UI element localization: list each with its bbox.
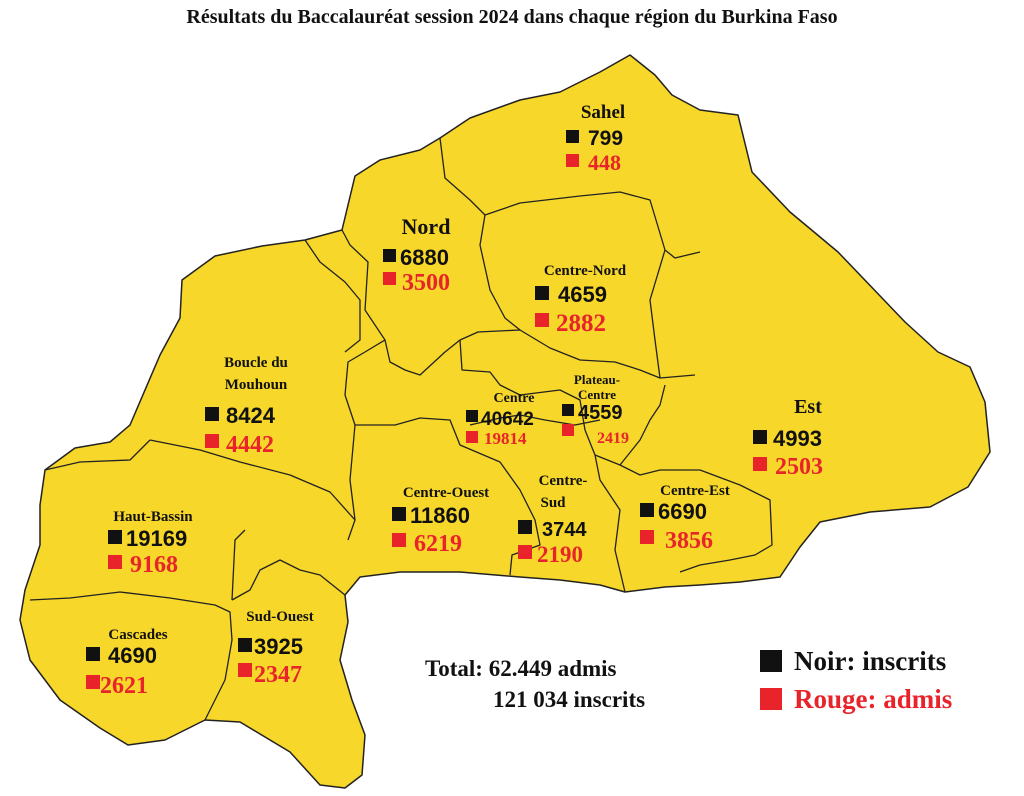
- inscrits-marker: [518, 520, 532, 534]
- inscrits-marker: [566, 130, 579, 143]
- region-sahel: Sahel 799 448: [566, 102, 625, 175]
- totals-summary: Total: 62.449 admis 121 034 inscrits: [425, 653, 645, 715]
- region-cascades: Cascades 4690 2621: [86, 627, 168, 699]
- admis-marker: [108, 555, 122, 569]
- region-name-line1: Plateau-: [574, 372, 620, 387]
- inscrits-marker: [383, 249, 396, 262]
- inscrits-marker: [640, 503, 654, 517]
- region-name: Centre-Ouest: [403, 485, 489, 501]
- admis-count: 4442: [226, 432, 274, 458]
- admis-count: 2621: [100, 673, 148, 699]
- region-name: Est: [794, 396, 822, 418]
- region-name: Cascades: [108, 627, 167, 643]
- admis-count: 2503: [775, 454, 823, 480]
- inscrits-count: 19169: [126, 526, 187, 551]
- inscrits-count: 4559: [578, 402, 623, 424]
- inscrits-count: 4659: [558, 282, 607, 307]
- legend-swatch-red: [760, 688, 782, 710]
- admis-count: 2882: [556, 310, 606, 337]
- admis-count: 2347: [254, 662, 302, 688]
- inscrits-count: 40642: [481, 409, 534, 430]
- region-nord: Nord 6880 3500: [383, 214, 450, 296]
- legend: Noir: inscrits Rouge: admis: [760, 642, 952, 718]
- inscrits-count: 8424: [226, 403, 276, 428]
- admis-marker: [753, 457, 767, 471]
- legend-label-admis: Rouge: admis: [794, 684, 953, 714]
- region-centre-ouest: Centre-Ouest 11860 6219: [392, 485, 489, 557]
- admis-marker: [392, 533, 406, 547]
- admis-count: 19814: [484, 429, 527, 448]
- admis-count: 9168: [130, 552, 178, 578]
- region-centre-sud: Centre- Sud 3744 2190: [518, 473, 587, 567]
- region-est: Est 4993 2503: [753, 396, 823, 480]
- admis-count: 3500: [402, 270, 450, 296]
- region-name: Sahel: [581, 102, 625, 123]
- total-admis: Total: 62.449 admis: [425, 656, 617, 681]
- inscrits-marker: [238, 638, 252, 652]
- admis-count: 2419: [597, 430, 629, 447]
- inscrits-count: 4993: [773, 426, 822, 451]
- inscrits-marker: [466, 410, 478, 422]
- legend-swatch-black: [760, 650, 782, 672]
- admis-marker: [518, 545, 532, 559]
- region-name: Nord: [402, 214, 451, 239]
- admis-count: 448: [588, 150, 621, 175]
- admis-marker: [562, 424, 574, 436]
- inscrits-marker: [392, 507, 406, 521]
- region-name-line2: Centre: [578, 387, 616, 402]
- region-name: Sud-Ouest: [246, 609, 314, 625]
- region-name: Centre-Nord: [544, 263, 627, 279]
- region-name-line2: Mouhoun: [225, 377, 288, 393]
- region-centre-est: Centre-Est 6690 3856: [640, 483, 730, 554]
- legend-item-admis: Rouge: admis: [760, 680, 952, 718]
- inscrits-count: 11860: [410, 503, 470, 528]
- region-centre-nord: Centre-Nord 4659 2882: [535, 263, 627, 337]
- region-haut-bassin: Haut-Bassin 19169 9168: [108, 509, 193, 578]
- region-centre: Centre 40642 19814: [466, 391, 534, 448]
- region-boucle-du-mouhoun: Boucle du Mouhoun 8424 4442: [205, 355, 288, 458]
- admis-marker: [566, 154, 579, 167]
- inscrits-marker: [535, 286, 549, 300]
- region-name-line2: Sud: [540, 495, 566, 511]
- admis-count: 2190: [537, 542, 583, 567]
- admis-count: 6219: [414, 531, 462, 557]
- map-title: Résultats du Baccalauréat session 2024 d…: [186, 6, 838, 28]
- region-name: Centre: [494, 391, 535, 406]
- inscrits-count: 799: [588, 127, 623, 150]
- inscrits-marker: [753, 430, 767, 444]
- inscrits-count: 3744: [542, 519, 587, 541]
- admis-marker: [238, 663, 252, 677]
- region-name: Haut-Bassin: [113, 509, 193, 525]
- total-inscrits: 121 034 inscrits: [493, 687, 646, 712]
- inscrits-marker: [562, 404, 574, 416]
- inscrits-marker: [205, 407, 219, 421]
- admis-marker: [205, 434, 219, 448]
- legend-label-inscrits: Noir: inscrits: [794, 646, 947, 676]
- region-name-line1: Boucle du: [224, 355, 288, 371]
- inscrits-marker: [108, 530, 122, 544]
- legend-item-inscrits: Noir: inscrits: [760, 642, 952, 680]
- admis-marker: [86, 675, 100, 689]
- admis-marker: [535, 313, 549, 327]
- inscrits-count: 3925: [254, 634, 303, 659]
- region-plateau-centre: Plateau- Centre 4559 2419: [562, 372, 629, 447]
- admis-marker: [383, 272, 396, 285]
- inscrits-count: 6880: [400, 245, 449, 270]
- inscrits-marker: [86, 647, 100, 661]
- region-name-line1: Centre-: [539, 473, 588, 489]
- admis-marker: [640, 530, 654, 544]
- inscrits-count: 6690: [658, 499, 707, 524]
- admis-marker: [466, 431, 478, 443]
- region-name: Centre-Est: [660, 483, 730, 499]
- admis-count: 3856: [665, 528, 713, 554]
- region-sud-ouest: Sud-Ouest 3925 2347: [238, 609, 314, 688]
- inscrits-count: 4690: [108, 643, 157, 668]
